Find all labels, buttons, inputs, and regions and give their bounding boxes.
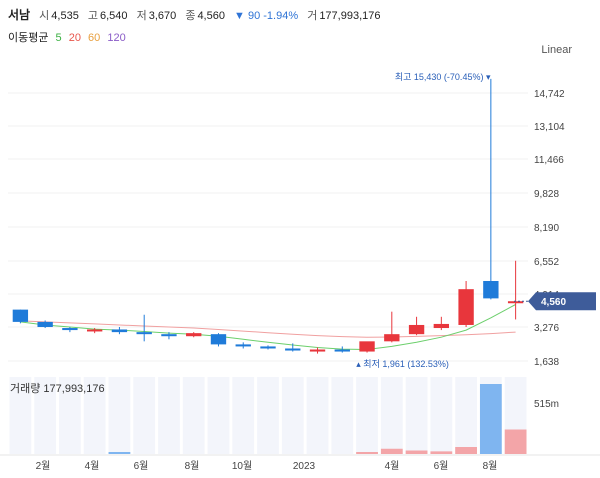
volume-bg — [83, 377, 106, 454]
candle-body[interactable] — [285, 348, 301, 351]
volume-tick-label: 515m — [534, 399, 559, 410]
candle-body[interactable] — [12, 309, 29, 322]
volume-legend: 거래량 177,993,176 — [10, 382, 105, 395]
candle-body[interactable] — [309, 349, 326, 352]
volume-bg — [331, 377, 354, 454]
candle-body[interactable] — [458, 289, 474, 325]
x-tick-label: 4월 — [385, 460, 400, 472]
x-tick-label: 2023 — [293, 461, 316, 472]
y-tick-label: 6,552 — [534, 257, 559, 268]
high-value: 6,540 — [100, 10, 128, 22]
x-tick-label: 8월 — [483, 460, 498, 472]
volume-bg — [257, 377, 279, 454]
y-tick-label: 8,190 — [534, 223, 559, 234]
stock-name: 서남 — [8, 8, 31, 22]
y-tick-label: 3,276 — [534, 323, 559, 334]
candle-body[interactable] — [260, 346, 276, 349]
candle-body[interactable] — [384, 334, 400, 342]
close-label: 종 — [185, 10, 196, 22]
volume-bar — [455, 447, 477, 454]
volume-bar — [356, 452, 378, 454]
candle-body[interactable] — [507, 301, 524, 304]
candle-body[interactable] — [37, 321, 53, 328]
ma-line-5 — [20, 304, 516, 351]
high-annotation: 최고 15,430 (-70.45%) ▾ — [395, 72, 491, 82]
ma-period-120[interactable]: 120 — [107, 32, 126, 44]
price-header: 서남 시 4,535 고 6,540 저 3,670 종 4,560 ▼ 90 -1.9… — [8, 6, 386, 24]
candle-body[interactable] — [408, 324, 425, 335]
candle-body[interactable] — [161, 334, 177, 337]
volume-bg — [232, 377, 255, 454]
volume-bg — [405, 377, 428, 454]
volume-bg — [133, 377, 156, 454]
volume-bg — [158, 377, 180, 454]
volume-bg — [108, 377, 131, 454]
close-value: 4,560 — [197, 10, 225, 22]
candle-body[interactable] — [62, 328, 78, 331]
volume-value: 177,993,176 — [319, 10, 381, 22]
y-tick-label: 14,742 — [534, 89, 565, 100]
open-label: 시 — [39, 10, 50, 22]
current-price-label: 4,560 — [541, 297, 566, 308]
low-annotation: ▴ 최저 1,961 (132.53%) — [356, 359, 449, 369]
volume-bg — [356, 377, 378, 454]
volume-bar — [380, 448, 403, 454]
ma-period-20[interactable]: 20 — [68, 32, 81, 44]
ma-label: 이동평균 — [8, 32, 49, 44]
ma-period-60[interactable]: 60 — [88, 32, 101, 44]
candle-body[interactable] — [136, 332, 152, 335]
candle-body[interactable] — [111, 329, 128, 333]
candle-body[interactable] — [186, 333, 202, 337]
ma-line-20 — [20, 320, 516, 338]
candle-body[interactable] — [359, 341, 375, 352]
y-tick-label: 9,828 — [534, 189, 559, 200]
candle-body[interactable] — [433, 323, 450, 329]
volume-bar — [479, 384, 502, 454]
volume-bg — [9, 377, 32, 454]
volume-bg — [182, 377, 205, 454]
volume-bg — [59, 377, 81, 454]
candle-body[interactable] — [483, 280, 499, 299]
high-label: 고 — [87, 10, 98, 22]
candle-body[interactable] — [210, 334, 227, 345]
low-label: 저 — [136, 10, 147, 22]
x-tick-label: 8월 — [185, 460, 200, 472]
volume-bar — [430, 451, 453, 454]
candle-body[interactable] — [334, 349, 350, 352]
volume-label: 거 — [307, 10, 318, 22]
volume-bg — [430, 377, 453, 454]
volume-bg — [380, 377, 403, 454]
volume-bar — [108, 452, 131, 454]
moving-average-legend[interactable]: 이동평균 5 20 60 120 — [8, 30, 130, 46]
y-tick-label: 11,466 — [534, 155, 564, 166]
y-tick-label: 13,104 — [534, 122, 565, 133]
volume-bg — [281, 377, 304, 454]
volume-bar — [504, 429, 527, 454]
candle-body[interactable] — [86, 329, 103, 332]
ma-period-5[interactable]: 5 — [55, 32, 62, 44]
x-tick-label: 2월 — [36, 460, 51, 472]
volume-bar — [405, 450, 428, 454]
x-tick-label: 4월 — [85, 460, 100, 472]
y-tick-label: 1,638 — [534, 357, 559, 368]
x-tick-label: 6월 — [434, 460, 449, 472]
open-value: 4,535 — [51, 10, 79, 22]
x-tick-label: 6월 — [134, 460, 149, 472]
change-value: ▼ 90 -1.94% — [234, 10, 299, 22]
volume-bg — [34, 377, 57, 454]
candle-body[interactable] — [235, 344, 251, 347]
volume-bg — [455, 377, 477, 454]
current-price-badge — [528, 292, 596, 311]
x-tick-label: 10월 — [232, 460, 252, 472]
scale-mode-toggle[interactable]: Linear — [541, 44, 572, 56]
low-value: 3,670 — [148, 10, 177, 22]
volume-bg — [306, 377, 329, 454]
volume-bg — [207, 377, 230, 454]
